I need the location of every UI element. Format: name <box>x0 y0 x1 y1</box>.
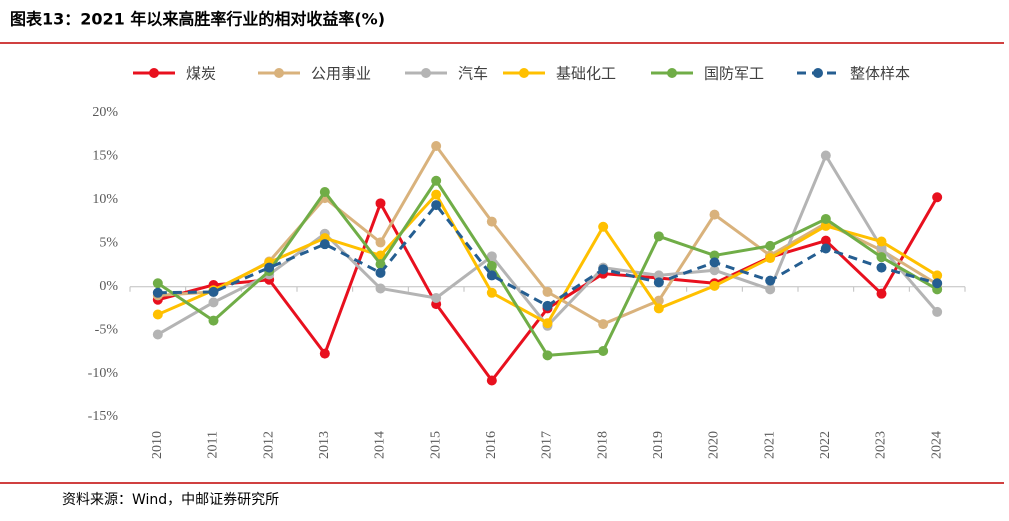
data-point <box>375 259 386 270</box>
x-tick-label: 2018 <box>595 431 610 459</box>
data-point <box>876 252 887 263</box>
x-tick-label: 2020 <box>707 431 722 459</box>
x-tick-label: 2011 <box>206 431 221 458</box>
x-tick-label: 2012 <box>261 431 276 459</box>
data-point <box>542 318 553 329</box>
data-point <box>486 260 497 271</box>
legend-label: 基础化工 <box>556 65 616 83</box>
data-point <box>932 306 943 317</box>
data-point <box>709 265 720 276</box>
data-point <box>709 209 720 220</box>
data-point <box>152 309 163 320</box>
legend-label: 汽车 <box>458 65 488 83</box>
legend-label: 整体样本 <box>850 65 910 83</box>
data-point <box>598 221 609 232</box>
data-point <box>542 286 553 297</box>
data-point <box>932 278 943 289</box>
legend-marker <box>274 68 284 78</box>
y-tick-label: 10% <box>92 192 118 207</box>
legend-marker <box>667 68 677 78</box>
data-point <box>820 243 831 254</box>
data-point <box>598 264 609 275</box>
data-point <box>152 278 163 289</box>
x-tick-label: 2017 <box>540 431 555 459</box>
data-point <box>932 192 943 203</box>
data-point <box>653 270 664 281</box>
data-point <box>542 300 553 311</box>
x-tick-label: 2010 <box>150 431 165 459</box>
x-tick-label: 2022 <box>818 431 833 459</box>
data-point <box>375 198 386 209</box>
x-tick-label: 2015 <box>428 431 443 459</box>
x-tick-label: 2021 <box>762 431 777 459</box>
data-point <box>709 250 720 261</box>
y-tick-label: 20% <box>92 105 118 120</box>
data-point <box>319 187 330 198</box>
data-point <box>152 287 163 298</box>
y-tick-label: -15% <box>88 409 119 424</box>
y-tick-label: -5% <box>95 322 119 337</box>
data-point <box>542 350 553 361</box>
data-point <box>820 150 831 161</box>
data-point <box>876 236 887 247</box>
data-point <box>486 375 497 386</box>
y-tick-label: 0% <box>99 279 118 294</box>
data-point <box>765 240 776 251</box>
legend-marker <box>519 68 529 78</box>
legend-marker <box>149 68 159 78</box>
data-point <box>598 345 609 356</box>
data-point <box>820 235 831 246</box>
data-point <box>431 141 442 152</box>
data-point <box>709 280 720 291</box>
data-point <box>765 284 776 295</box>
y-tick-label: 15% <box>92 149 118 164</box>
legend-label: 国防军工 <box>704 65 764 83</box>
chart-title: 图表13：2021 年以来高胜率行业的相对收益率(%) <box>10 10 385 29</box>
data-point <box>208 297 219 308</box>
data-point <box>375 283 386 294</box>
legend-label: 煤炭 <box>186 65 216 83</box>
legend-label: 公用事业 <box>311 65 371 83</box>
data-point <box>709 257 720 268</box>
source-note: 资料来源：Wind，中邮证券研究所 <box>62 492 279 508</box>
data-point <box>876 288 887 299</box>
legend-marker <box>813 68 823 78</box>
x-tick-label: 2023 <box>874 431 889 459</box>
data-point <box>375 267 386 278</box>
data-point <box>431 175 442 186</box>
y-tick-label: 5% <box>99 236 118 251</box>
data-point <box>486 251 497 262</box>
data-point <box>208 315 219 326</box>
data-point <box>152 329 163 340</box>
x-tick-label: 2013 <box>317 431 332 459</box>
data-point <box>431 293 442 304</box>
data-point <box>653 231 664 242</box>
data-point <box>375 237 386 248</box>
x-tick-label: 2016 <box>484 431 499 459</box>
data-point <box>264 262 275 273</box>
x-tick-label: 2019 <box>651 431 666 459</box>
data-point <box>820 213 831 224</box>
legend-marker <box>421 68 431 78</box>
data-point <box>486 270 497 281</box>
data-point <box>653 277 664 288</box>
data-point <box>486 216 497 227</box>
data-point <box>319 239 330 250</box>
data-point <box>653 303 664 314</box>
data-point <box>431 189 442 200</box>
data-point <box>876 262 887 273</box>
data-point <box>486 287 497 298</box>
data-point <box>820 220 831 231</box>
y-tick-label: -10% <box>88 366 119 381</box>
data-point <box>598 319 609 330</box>
data-point <box>765 253 776 264</box>
data-point <box>431 200 442 211</box>
data-point <box>765 275 776 286</box>
data-point <box>932 270 943 281</box>
x-tick-label: 2024 <box>929 431 944 459</box>
data-point <box>208 286 219 297</box>
data-point <box>319 348 330 359</box>
x-tick-label: 2014 <box>373 431 388 459</box>
